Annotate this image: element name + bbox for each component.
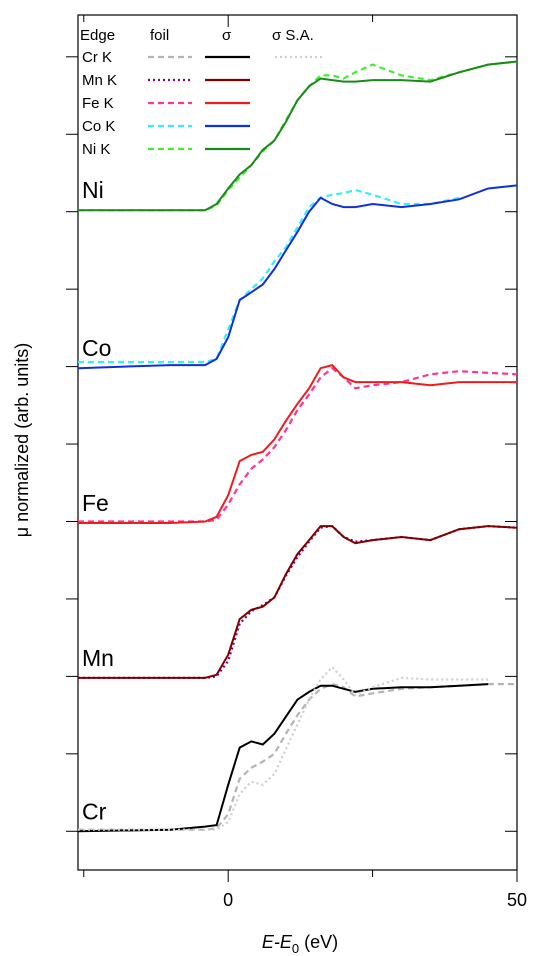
element-label: Ni [82,177,104,203]
x-tick-label: 0 [223,890,233,910]
spectrum-line [78,525,518,679]
x-tick-label: 50 [507,890,527,910]
element-label: Mn [82,645,114,671]
spectrum-line [78,60,518,212]
element-label: Fe [82,490,109,516]
element-label: Co [82,335,111,361]
x-axis-label: E-E0 (eV) [262,932,338,956]
spectrum-line [78,524,518,679]
x-label-part: -E [274,932,293,952]
legend-header: σ [222,27,232,44]
spectrum-line [78,665,489,831]
spectrum-line [78,366,518,523]
legend-header: σ S.A. [272,27,314,44]
spectrum-line [77,683,489,833]
legend-label: Fe K [82,95,114,112]
spectrum-line [78,363,517,524]
x-label-part: (eV) [299,932,338,952]
x-label-part: E [262,932,275,952]
x-label-part: 0 [292,941,299,956]
spectrum-line [78,682,517,831]
y-axis-label: μ normalized (arb. units) [12,343,32,537]
legend-label: Co K [82,118,115,135]
plot-frame [77,14,518,871]
spectrum-line [77,184,518,370]
legend-label: Mn K [82,72,117,89]
legend-label: Ni K [82,141,110,158]
spectrum-line [78,60,518,212]
element-label: Cr [82,798,107,824]
legend-header: foil [150,27,169,44]
legend-label: Cr K [82,49,112,66]
legend-header: Edge [80,27,115,44]
